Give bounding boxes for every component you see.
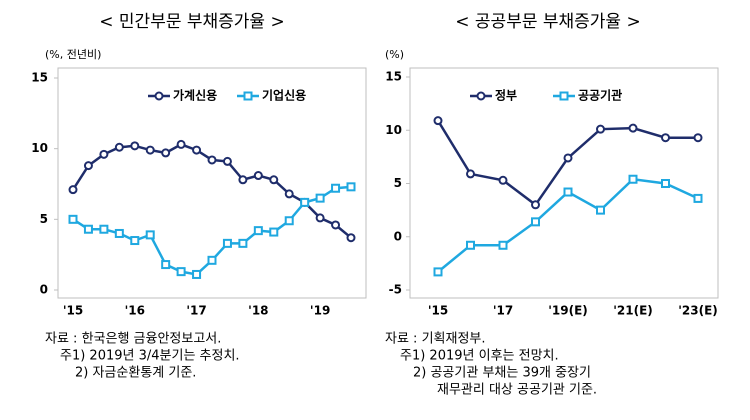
plot-frame — [409, 67, 719, 299]
marker — [466, 240, 475, 250]
marker — [114, 228, 124, 238]
marker — [161, 148, 171, 158]
x-tick-label: '15 — [63, 304, 83, 318]
legend-marker — [559, 91, 569, 101]
marker — [498, 240, 508, 250]
marker — [114, 142, 124, 152]
marker — [433, 116, 443, 126]
chart-title: < 민간부문 부채증가율 > — [99, 12, 284, 32]
marker — [161, 260, 171, 270]
marker — [466, 169, 475, 179]
marker — [130, 141, 140, 151]
y-tick-label: 5 — [394, 176, 402, 190]
marker — [315, 193, 325, 203]
x-tick-label: '18 — [248, 304, 268, 318]
marker — [531, 217, 540, 227]
marker — [192, 269, 202, 279]
legend-marker — [154, 91, 164, 101]
axis-unit: (%, 전년비) — [45, 48, 101, 61]
marker — [315, 213, 325, 223]
x-tick-label: '21(E) — [613, 304, 653, 318]
x-tick-label: '17 — [493, 304, 513, 318]
marker — [661, 133, 670, 143]
note: 2) 자금순환통계 기준. — [75, 366, 196, 381]
marker — [68, 214, 78, 224]
marker — [222, 156, 232, 166]
y-tick-label: 10 — [31, 141, 48, 155]
marker — [269, 227, 279, 237]
marker — [253, 226, 263, 236]
chart-title: < 공공부문 부채증가율 > — [455, 12, 640, 32]
marker — [284, 189, 294, 199]
marker — [238, 238, 248, 248]
marker — [207, 155, 217, 165]
marker — [346, 182, 356, 192]
marker — [531, 200, 540, 210]
x-tick-label: '19 — [310, 304, 330, 318]
marker — [596, 124, 605, 134]
marker — [83, 161, 93, 171]
marker — [498, 175, 508, 185]
marker — [99, 224, 109, 234]
legend-label: 가계신용 — [173, 88, 217, 103]
y-tick-label: 5 — [40, 212, 48, 226]
marker — [693, 193, 703, 203]
legend-marker — [243, 91, 253, 101]
marker — [661, 179, 670, 188]
y-tick-label: 15 — [31, 71, 48, 85]
x-tick-label: '15 — [428, 304, 448, 318]
note: 재무관리 대상 공공기관 기준. — [437, 383, 597, 398]
marker — [331, 220, 341, 230]
marker — [145, 230, 155, 240]
marker — [238, 175, 248, 185]
marker — [563, 153, 573, 163]
x-tick-label: '16 — [125, 304, 145, 318]
legend-label: 기업신용 — [262, 88, 306, 103]
marker — [284, 216, 294, 226]
note: 자료 : 기획재정부. — [385, 332, 486, 347]
marker — [693, 133, 703, 143]
plot-frame — [57, 67, 367, 299]
note: 자료 : 한국은행 금융안정보고서. — [45, 331, 221, 347]
axis-unit: (%) — [385, 48, 404, 61]
marker — [68, 185, 78, 195]
marker — [176, 267, 186, 277]
marker — [300, 197, 310, 207]
y-tick-label: 15 — [385, 70, 402, 84]
note: 주1) 2019년 3/4분기는 추정치. — [60, 349, 240, 364]
marker — [596, 205, 605, 215]
marker — [130, 236, 140, 246]
y-tick-label: 0 — [394, 229, 402, 243]
note: 주1) 2019년 이후는 전망치. — [400, 349, 559, 364]
legend-label: 정부 — [495, 88, 517, 103]
legend-marker — [476, 91, 486, 101]
marker — [83, 224, 93, 234]
legend-label: 공공기관 — [578, 88, 622, 103]
marker — [145, 145, 155, 155]
marker — [433, 267, 443, 277]
x-tick-label: '19(E) — [548, 304, 588, 318]
marker — [628, 123, 638, 133]
marker — [269, 175, 279, 185]
note: 2) 공공기관 부채는 39개 중장기 — [413, 366, 591, 381]
marker — [176, 139, 186, 149]
marker — [628, 174, 638, 184]
x-tick-label: '23(E) — [678, 304, 718, 318]
x-tick-label: '17 — [186, 304, 206, 318]
marker — [222, 238, 232, 248]
marker — [207, 255, 217, 265]
y-tick-label: 0 — [40, 283, 48, 297]
y-tick-label: 10 — [385, 123, 402, 137]
marker — [253, 171, 263, 181]
marker — [99, 149, 109, 159]
marker — [346, 233, 356, 243]
y-tick-label: -5 — [389, 283, 402, 297]
marker — [331, 183, 341, 193]
marker — [563, 187, 573, 197]
marker — [192, 145, 202, 155]
